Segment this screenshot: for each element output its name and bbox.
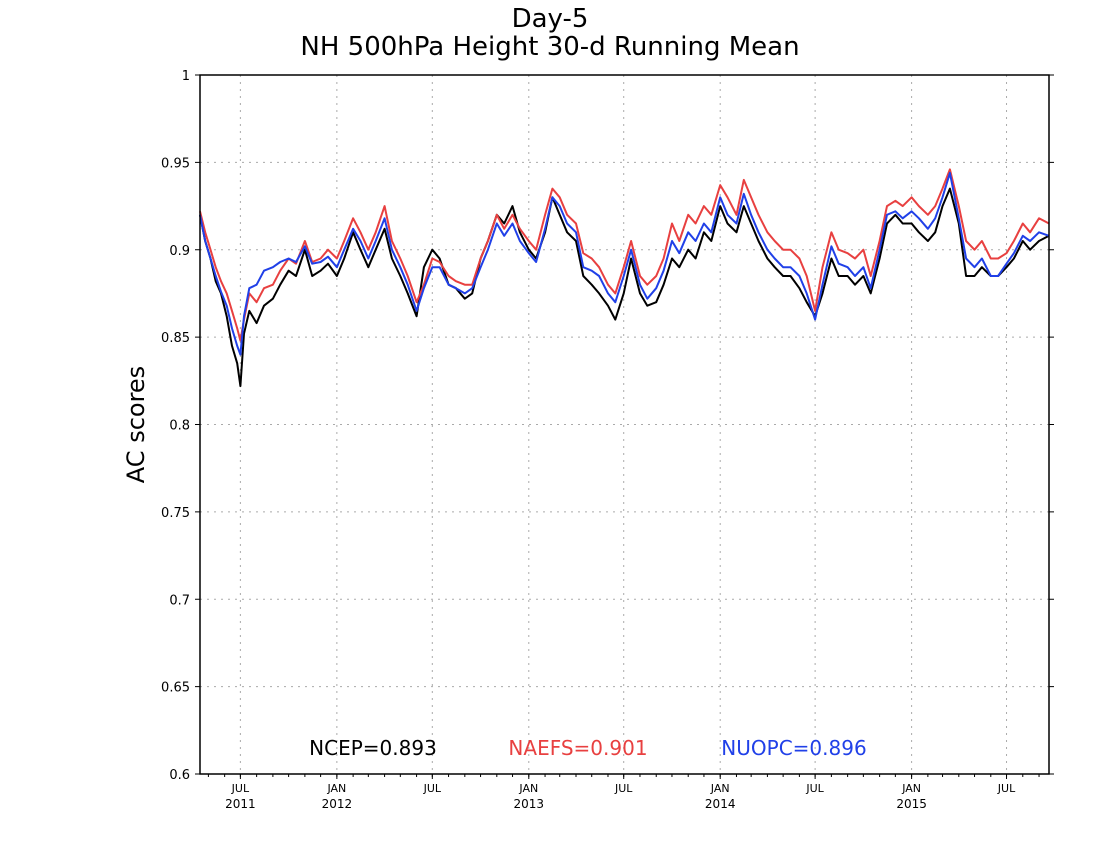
x-tick-label-month: JUL <box>423 782 442 795</box>
x-tick-label-month: JUL <box>614 782 633 795</box>
x-tick-label-month: JUL <box>805 782 824 795</box>
plot-frame <box>199 74 1050 775</box>
x-tick-label-month: JAN <box>901 782 921 795</box>
x-tick-label-year: 2014 <box>705 797 736 811</box>
legend-label-naefs: NAEFS=0.901 <box>508 736 647 760</box>
x-tick-label-month: JAN <box>518 782 538 795</box>
y-tick-label: 0.8 <box>169 419 190 434</box>
y-tick-label: 1 <box>182 69 190 84</box>
x-tick-label-year: 2015 <box>896 797 927 811</box>
chart-subtitle: NH 500hPa Height 30-d Running Mean <box>300 32 800 62</box>
series-line-naefs <box>199 168 1050 342</box>
y-tick-label: 0.7 <box>169 593 190 608</box>
x-tick-label-year: 2012 <box>322 797 353 811</box>
y-tick-label: 0.85 <box>161 331 190 346</box>
y-tick-label: 0.65 <box>161 681 190 696</box>
y-tick-label: 0.6 <box>169 768 190 783</box>
y-tick-label: 0.9 <box>169 244 190 259</box>
chart-title: Day-5 <box>511 4 589 34</box>
x-tick-label-month: JUL <box>997 782 1016 795</box>
x-tick-label-year: 2011 <box>225 797 256 811</box>
y-axis-label: AC scores <box>122 366 150 483</box>
y-tick-label: 0.75 <box>161 506 190 521</box>
x-tick-label-month: JAN <box>710 782 730 795</box>
series-line-nuopc <box>199 171 1050 356</box>
y-tick-label: 0.95 <box>161 156 190 171</box>
legend-label-nuopc: NUOPC=0.896 <box>721 736 866 760</box>
x-tick-label-month: JUL <box>231 782 250 795</box>
legend-label-ncep: NCEP=0.893 <box>309 736 437 760</box>
x-tick-label-month: JAN <box>326 782 346 795</box>
x-tick-label-year: 2013 <box>514 797 545 811</box>
series-line-ncep <box>199 187 1050 388</box>
